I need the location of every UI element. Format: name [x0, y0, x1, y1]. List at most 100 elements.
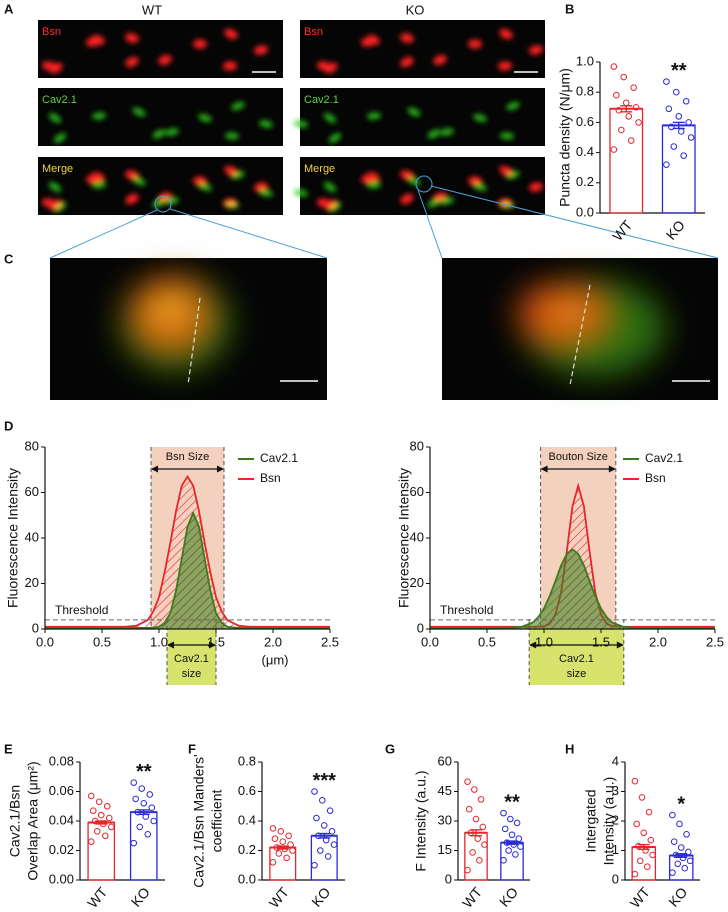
puncta [231, 170, 245, 180]
data-point [672, 88, 680, 96]
significance: * [677, 793, 685, 815]
zoom-guides [49, 175, 719, 259]
size-region [529, 629, 624, 685]
channel-label: Bsn [42, 26, 61, 38]
y-tick-label: 60 [25, 484, 39, 499]
channel-label: Bsn [304, 26, 323, 38]
data-point [136, 823, 144, 831]
data-point [318, 797, 326, 804]
puncta [473, 113, 487, 123]
y-tick-label: 40 [410, 529, 424, 544]
x-tick-label: WT [609, 217, 636, 244]
data-point [275, 850, 283, 857]
data-point [665, 105, 673, 113]
y-axis-label: Cav2.1/Bsn Manders' [191, 754, 207, 887]
data-point [647, 836, 655, 844]
data-point [93, 828, 101, 835]
puncta [91, 35, 105, 45]
data-point [633, 820, 640, 828]
data-point [682, 97, 690, 105]
data-point [132, 795, 140, 803]
puncta [323, 182, 337, 192]
data-point [638, 794, 646, 801]
y-axis-label: Intergated [583, 789, 599, 852]
puncta [407, 107, 421, 117]
region-label: Cav2.1 [559, 653, 594, 665]
panel-label: A [4, 1, 14, 16]
bar [609, 108, 644, 214]
threshold-label: Threshold [440, 603, 493, 617]
x-tick-label: WT [627, 884, 654, 911]
data-point [622, 99, 630, 107]
panel-label: H [565, 741, 574, 756]
puncta [259, 120, 273, 128]
legend-label: Cav2.1 [260, 451, 298, 465]
puncta [367, 112, 381, 120]
y-axis-label: Cav2.1/Bsn [7, 785, 23, 857]
y-tick-label: 15 [438, 842, 452, 857]
puncta [152, 129, 166, 139]
puncta [317, 61, 331, 71]
data-point [87, 838, 95, 845]
data-point [613, 91, 620, 99]
data-point [481, 841, 488, 848]
data-point [476, 857, 483, 864]
data-point [505, 847, 512, 854]
signal-core [150, 292, 190, 328]
puncta [317, 198, 331, 208]
data-point [469, 849, 476, 856]
data-point [464, 866, 471, 874]
y-tick-label: 0 [612, 871, 619, 886]
data-point [107, 823, 115, 831]
data-point [687, 134, 695, 141]
data-point [130, 839, 138, 847]
data-point [677, 844, 685, 851]
channel-label: Merge [304, 163, 335, 175]
puncta [440, 128, 454, 136]
data-point [663, 161, 670, 168]
panel-label: C [4, 251, 14, 266]
puncta [407, 176, 421, 186]
puncta [132, 107, 146, 117]
y-tick-label: 1.0 [576, 53, 594, 68]
puncta [400, 56, 414, 68]
data-point [670, 838, 678, 845]
series-line [430, 548, 715, 629]
data-point [669, 811, 676, 819]
panel-label: D [4, 418, 13, 433]
data-point [144, 830, 152, 838]
y-axis-label: coefficient [209, 789, 225, 852]
x-tick-label: 0.5 [478, 634, 496, 649]
data-point [138, 785, 146, 792]
puncta [323, 113, 337, 123]
data-point [311, 861, 318, 869]
x-tick-label: KO [496, 884, 521, 910]
puncta [506, 101, 520, 111]
puncta [367, 181, 381, 189]
data-point [517, 843, 524, 850]
signal [48, 101, 273, 143]
puncta [400, 33, 414, 43]
data-point [512, 851, 519, 858]
micrograph: Merge [38, 157, 283, 215]
series-area [430, 549, 715, 629]
panel-label: F [188, 741, 196, 756]
data-point [95, 798, 103, 806]
data-point [328, 828, 336, 835]
data-point [620, 73, 628, 81]
puncta [165, 197, 179, 205]
y-tick-label: 60 [438, 753, 452, 768]
puncta [53, 202, 67, 212]
puncta [92, 112, 106, 120]
data-point [627, 137, 635, 144]
data-point [683, 830, 690, 838]
significance: *** [313, 770, 337, 792]
data-point [508, 831, 516, 839]
data-point [501, 825, 509, 833]
puncta [92, 181, 106, 189]
puncta [366, 35, 380, 45]
puncta [529, 182, 543, 192]
data-point [685, 119, 692, 126]
